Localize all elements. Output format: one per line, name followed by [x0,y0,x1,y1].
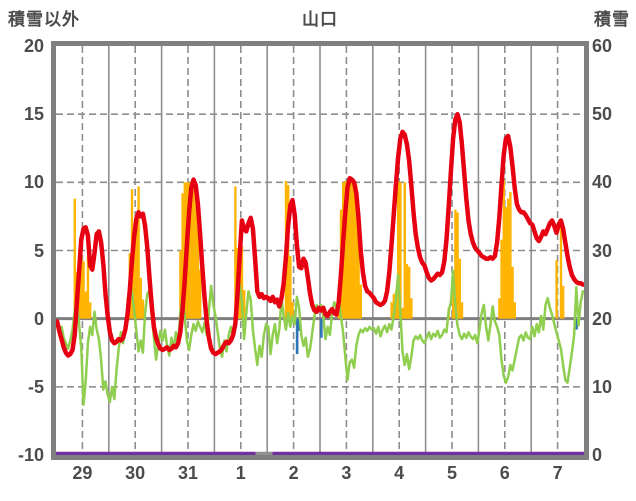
right-axis-tick-label: 0 [592,445,603,465]
sunshine-bar [84,291,87,319]
sunshine-bar [238,277,241,319]
sunshine-bar [507,198,510,319]
precipitation-bar [295,318,299,355]
left-axis-ticks: 20 15 10 5 0 -5 -10 [0,0,46,501]
x-axis-day-label: 29 [72,463,93,483]
sunshine-bar [410,298,413,319]
sunshine-bar [141,299,145,319]
sunshine-bar [498,298,501,319]
x-axis-day-label: 1 [235,463,246,483]
sunshine-bar [555,260,558,319]
left-axis-tick-label: 10 [23,172,44,193]
sunshine-bar [190,185,193,319]
sunshine-bar [509,191,512,319]
sunshine-bar [82,261,85,319]
right-axis-tick-label: 30 [592,240,613,261]
sunshine-bar [454,209,457,319]
x-axis-day-label: 6 [499,463,510,483]
right-axis-tick-label: 10 [592,376,613,397]
temperature-line [56,111,584,358]
x-axis-day-label: 3 [341,463,352,483]
x-axis-day-label: 7 [552,463,563,483]
sunshine-bar [179,250,182,319]
sunshine-bar [89,302,92,319]
precipitation-bar [575,318,578,330]
left-axis-tick-label: -10 [17,445,44,465]
left-axis-tick-label: 5 [33,240,44,261]
x-axis-day-label: 4 [394,463,405,483]
sunshine-bar [559,225,563,319]
sunshine-bar [456,212,459,319]
sunshine-bar [344,180,347,319]
sunshine-bar [139,277,142,319]
chart-title: 山口 [302,10,338,29]
sunshine-bar [234,186,237,319]
sunshine-bar [289,255,292,319]
sunshine-bar [355,185,358,319]
precipitation-bar [320,318,323,338]
sunshine-bar [390,302,393,319]
sunshine-bar [408,266,411,319]
sunshine-bar [460,302,464,319]
right-axis-tick-label: 40 [592,172,613,193]
sunshine-bar [80,255,83,319]
sunshine-bar [291,302,294,319]
sunshine-bar [73,198,76,319]
sunshine-bar [137,186,140,319]
sunshine-bar [502,179,505,319]
sunshine-bar [350,182,354,319]
sunshine-bar [513,302,516,319]
right-axis-ticks: 60 50 40 30 20 10 0 [592,0,636,501]
sunshine-bar [199,269,202,319]
sunshine-bar [500,239,503,319]
sunshine-bar [181,193,184,319]
sunshine-bar [399,182,402,319]
x-axis-day-label: 5 [446,463,457,483]
sunshine-bar [452,283,455,319]
sunshine-bar [346,182,349,319]
sunshine-bar [357,236,360,319]
plot-area [56,46,584,455]
sunshine-bar [194,182,197,319]
left-axis-tick-label: -5 [27,376,44,397]
right-axis-tick-label: 60 [592,36,613,56]
sunshine-bar [348,182,351,319]
right-axis-tick-label: 20 [592,308,613,329]
x-axis-day-label: 31 [177,463,199,483]
sunshine-bar [192,182,195,319]
left-axis-tick-label: 20 [23,36,44,56]
sunshine-bar [86,255,90,319]
sunshine-bar [196,225,200,319]
x-axis-day-label: 30 [125,463,146,483]
sunshine-bar [353,182,356,319]
sunshine-bar [401,307,404,319]
x-axis-labels: 29 30 31 1 2 3 4 5 6 7 [56,463,584,489]
sunshine-bar [133,247,136,319]
left-axis-tick-label: 15 [23,104,44,125]
sunshine-bar [359,284,362,319]
sunshine-bar [135,217,138,319]
sunshine-bar [240,246,244,319]
sunshine-bar [458,258,461,319]
sunshine-bar [397,180,400,319]
sunshine-bar [405,264,409,319]
left-axis-title: 積雪以外 [8,10,80,29]
right-axis-title: 積雪 [594,10,630,29]
sunshine-bar [504,206,508,319]
sunshine-bar [243,290,246,319]
left-axis-tick-label: 0 [33,308,44,329]
sunshine-bar [403,182,406,319]
sunshine-bar [188,182,191,319]
right-axis-tick-label: 50 [592,104,613,125]
sunshine-bar [511,266,514,319]
sunshine-bar [562,285,565,319]
x-axis-day-label: 2 [288,463,299,483]
